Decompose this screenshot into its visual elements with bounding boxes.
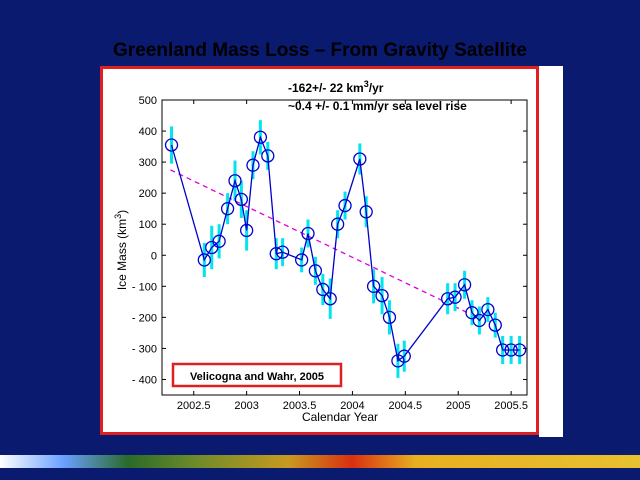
data-point <box>269 247 283 261</box>
data-point <box>457 278 472 292</box>
data-point <box>472 313 487 328</box>
data-point <box>465 306 479 320</box>
data-point <box>366 279 381 293</box>
x-tick-label: 2002.5 <box>177 400 211 412</box>
bottom-color-bar <box>0 455 640 468</box>
trend-line-group <box>170 169 478 318</box>
x-tick-label: 2004 <box>340 400 364 412</box>
data-point <box>220 202 235 216</box>
data-point <box>197 253 211 267</box>
data-point <box>353 152 367 166</box>
data-point <box>246 158 260 172</box>
data-point <box>382 310 397 325</box>
citation-label: Velicogna and Wahr, 2005 <box>190 371 324 383</box>
y-tick-label: 200 <box>139 188 157 200</box>
y-tick-label: - 300 <box>132 343 157 355</box>
y-tick-label: 0 <box>151 250 157 262</box>
x-tick-label: 2003 <box>234 400 258 412</box>
y-tick-label: 400 <box>139 126 157 138</box>
x-tick-label: 2004.5 <box>389 400 423 412</box>
markers-group <box>164 130 527 368</box>
x-tick-label: 2005.5 <box>494 400 528 412</box>
series-line <box>170 135 520 362</box>
x-tick-label: 2005 <box>446 400 470 412</box>
y-tick-label: - 400 <box>132 374 157 386</box>
data-point <box>253 130 268 144</box>
plot-area-border <box>161 99 528 396</box>
data-point <box>397 349 411 363</box>
data-point <box>512 343 527 357</box>
citation-box <box>171 362 343 388</box>
annotation-sea-level: ~0.4 +/- 0.1 mm/yr sea level rise <box>288 99 467 113</box>
figure-panel-strip <box>539 66 563 437</box>
data-point <box>316 282 330 297</box>
data-point <box>228 174 242 188</box>
data-point <box>330 217 345 231</box>
data-point <box>308 264 323 278</box>
x-tick-label: 2003.5 <box>283 400 317 412</box>
trend-line <box>170 169 478 318</box>
annotation-rate: -162+/- 22 km3/yr <box>288 79 384 95</box>
data-point <box>164 138 179 152</box>
slide-title: Greenland Mass Loss – From Gravity Satel… <box>113 40 527 61</box>
data-point <box>488 318 502 332</box>
y-tick-label: 100 <box>139 219 157 231</box>
data-point <box>301 226 315 241</box>
data-point <box>323 292 337 306</box>
data-point <box>504 343 518 357</box>
data-point <box>375 288 389 303</box>
y-tick-label: - 100 <box>132 281 157 293</box>
data-point <box>261 149 275 163</box>
series-group <box>170 135 520 362</box>
data-point <box>295 253 309 267</box>
data-point <box>338 198 352 213</box>
data-point <box>359 205 373 219</box>
data-point <box>448 290 462 304</box>
data-point <box>496 343 510 357</box>
axis-ticks: 500 400 300 200 100 0 - 100 - 200 - 300 - 400 2002… <box>132 95 528 412</box>
y-axis-label: Ice Mass (km3) <box>113 210 129 290</box>
plot-frame <box>161 99 528 396</box>
y-tick-label: 300 <box>139 157 157 169</box>
x-axis-label: Calendar Year <box>302 410 378 424</box>
data-point <box>212 234 226 248</box>
data-point <box>234 192 248 207</box>
error-bars <box>170 120 522 378</box>
data-point <box>481 302 495 317</box>
data-point <box>441 292 455 306</box>
data-point <box>275 245 290 259</box>
y-tick-label: 500 <box>139 95 157 107</box>
data-point <box>239 223 254 238</box>
y-tick-label: - 200 <box>132 312 157 324</box>
